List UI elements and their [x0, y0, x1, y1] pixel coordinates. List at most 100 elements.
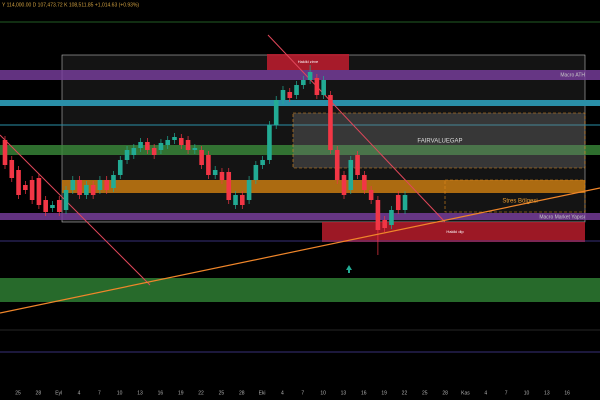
candle-body	[389, 210, 394, 225]
candle-body	[334, 150, 340, 180]
candle-body	[16, 170, 21, 195]
arrow-up	[346, 265, 352, 273]
candle-body	[9, 160, 15, 178]
candle-body	[90, 185, 96, 195]
x-tick-label: 16	[158, 390, 164, 396]
bottom-box	[322, 222, 585, 242]
candle-body	[362, 175, 367, 190]
x-tick-label: 13	[544, 390, 550, 396]
x-tick-label: 4	[484, 390, 487, 396]
x-tick-label: 28	[36, 390, 42, 396]
candle-body	[355, 155, 360, 175]
candle-body	[280, 90, 286, 100]
candle-body	[165, 140, 171, 145]
x-tick-label: 7	[301, 390, 304, 396]
candle-body	[138, 142, 143, 148]
candle-body	[29, 180, 35, 200]
candle-body	[185, 140, 191, 150]
x-tick-label: 4	[78, 390, 81, 396]
x-tick-label: Kas	[461, 390, 470, 396]
trend-line	[0, 134, 151, 286]
x-tick-label: Eki	[259, 390, 266, 396]
candle-body	[321, 80, 326, 95]
x-tick-label: 4	[281, 390, 284, 396]
candle-body	[314, 78, 320, 95]
candle-body	[111, 175, 116, 188]
trend-line	[267, 34, 446, 223]
x-tick-label: 16	[361, 390, 367, 396]
candle-body	[178, 138, 184, 145]
x-tick-label: 10	[320, 390, 326, 396]
x-tick-label: 25	[422, 390, 428, 396]
x-tick-label: 25	[15, 390, 21, 396]
candle-body	[104, 180, 109, 190]
candle-body	[50, 205, 55, 208]
candle-body	[273, 100, 279, 125]
candle-body	[199, 150, 204, 165]
x-tick-label: 13	[341, 390, 347, 396]
candle-body	[287, 92, 293, 98]
candle-body	[294, 85, 299, 95]
structure-band	[0, 213, 600, 220]
candle-body	[240, 195, 245, 205]
x-tick-label: 19	[381, 390, 387, 396]
annotation: Hakiki dip	[446, 229, 464, 234]
candle-body	[124, 150, 130, 160]
candle-body	[192, 148, 198, 150]
candle-body	[43, 200, 48, 212]
ohlc-header: Y 114,000.00 D 107,473.72 K 108,511.85 +…	[2, 2, 139, 8]
candle-body	[267, 125, 272, 160]
candle-body	[77, 180, 82, 195]
x-tick-label: Eyl	[55, 390, 62, 396]
x-tick-label: 10	[524, 390, 530, 396]
candle-body	[382, 220, 387, 228]
candle-body	[368, 190, 374, 200]
candle-body	[375, 200, 381, 230]
green-zone	[0, 278, 600, 302]
x-tick-label: 16	[564, 390, 570, 396]
annotation: Stres Bölgesi	[502, 199, 537, 205]
annotation: Hakiki zirve	[298, 59, 319, 64]
candle-body	[348, 160, 354, 190]
candle-body	[301, 80, 306, 85]
trend-line	[0, 187, 600, 314]
green-band	[0, 145, 600, 155]
x-tick-label: 25	[219, 390, 225, 396]
candle-body	[206, 155, 211, 175]
x-tick-label: 10	[117, 390, 123, 396]
candle-body	[23, 185, 28, 190]
candle-body	[97, 180, 103, 190]
x-tick-label: 19	[178, 390, 184, 396]
stress-box	[444, 179, 586, 213]
candles	[2, 65, 408, 255]
candle-body	[253, 165, 259, 180]
fvg-box	[292, 112, 586, 169]
x-tick-label: 13	[137, 390, 143, 396]
candle-body	[158, 143, 164, 150]
x-axis: 25 28 Eyl 4 7 10 13 16 19 22 25 28 Eki 4 7 10 13 16 19 22 25…	[15, 390, 570, 396]
x-tick-label: 22	[198, 390, 204, 396]
candle-body	[226, 172, 232, 200]
annotation: FAIRVALUEGAP	[417, 139, 462, 145]
candle-body	[70, 180, 76, 190]
candle-body	[36, 178, 42, 205]
candle-body	[260, 160, 265, 165]
x-tick-label: 7	[505, 390, 508, 396]
candle-body	[84, 185, 89, 195]
candle-body	[145, 142, 150, 150]
candle-body	[341, 175, 347, 195]
candle-body	[395, 195, 401, 210]
candle-body	[131, 148, 137, 155]
candle-body	[212, 170, 218, 175]
candle-body	[402, 195, 408, 210]
candle-body	[328, 95, 333, 150]
annotation: Macro ATH	[560, 72, 585, 78]
top-box	[267, 54, 349, 70]
candle-body	[117, 160, 123, 175]
candle-body	[219, 172, 225, 180]
x-tick-label: 7	[98, 390, 101, 396]
candle-body	[233, 195, 238, 205]
candle-body	[56, 200, 62, 212]
candle-body	[307, 72, 313, 80]
